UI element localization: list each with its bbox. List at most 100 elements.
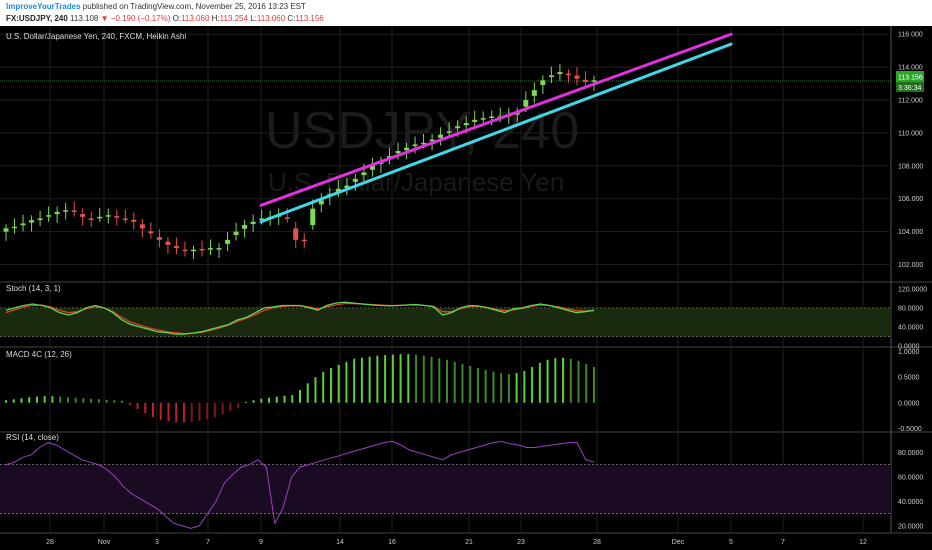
- macd-tick-label: -0.5000: [898, 426, 922, 433]
- price-tick-label: 114.000: [898, 65, 923, 72]
- high-label: H:: [211, 14, 220, 23]
- price-badge: 113.156: [898, 75, 923, 82]
- candle-body: [122, 218, 128, 220]
- time-badge-bg: [896, 82, 924, 92]
- candle-body: [97, 216, 103, 219]
- rsi-label: RSI (14, close): [6, 433, 59, 442]
- price-tick-label: 102.000: [898, 262, 923, 269]
- time-tick-label: 14: [336, 539, 344, 546]
- ohlc-line: FX:USDJPY, 240 113.108 ▼ −0.190 (−0.17%)…: [6, 13, 324, 25]
- candle-body: [216, 248, 222, 250]
- candle-body: [284, 217, 290, 219]
- price-tick-label: 116.000: [898, 32, 923, 39]
- time-tick-label: 7: [206, 539, 210, 546]
- trendline-lower: [259, 42, 733, 224]
- candle-body: [37, 218, 43, 220]
- author-link[interactable]: ImproveYourTrades: [6, 2, 81, 11]
- candle-body: [301, 239, 307, 242]
- candle-body: [139, 224, 145, 229]
- macd-tick-label: 0.0000: [898, 400, 920, 407]
- candle-body: [489, 116, 495, 118]
- candle-body: [208, 248, 214, 250]
- candle-body: [233, 231, 239, 235]
- watermark-symbol: USDJPY, 240: [265, 102, 579, 160]
- low-value: 113.060: [256, 14, 286, 23]
- open-label: O:: [172, 14, 182, 23]
- candle-body: [557, 72, 563, 75]
- chart-background: [0, 26, 932, 550]
- time-axis: 28 Nov 3 7 9 14 16 21 23 28 Dec 5 7 12: [46, 539, 867, 546]
- down-arrow-icon: ▼: [100, 14, 109, 23]
- candle-body: [412, 144, 418, 147]
- candle-body: [225, 239, 231, 244]
- stoch-k-line: [5, 301, 595, 335]
- price-tick-label: 106.000: [898, 196, 923, 203]
- candle-body: [514, 113, 520, 115]
- candle-body: [438, 134, 444, 138]
- candle-body: [131, 219, 137, 222]
- last-price: 113.108: [70, 14, 99, 23]
- canvas-bg: [0, 26, 932, 550]
- close-value: 113.156: [295, 14, 324, 23]
- stoch-tick-label: 0.0000: [898, 344, 920, 351]
- candle-body: [250, 221, 256, 225]
- candle-body: [335, 188, 341, 192]
- price-axes: 116.000 114.000 112.000 110.000 108.000 106.0…: [898, 32, 927, 531]
- candle-body: [80, 214, 86, 217]
- candle-body: [582, 79, 588, 82]
- publish-line: ImproveYourTrades published on TradingVi…: [6, 1, 306, 13]
- time-tick-label: 23: [517, 539, 525, 546]
- candle-body: [88, 218, 94, 220]
- candle-body: [54, 211, 60, 215]
- rsi-tick-label: 80.0000: [898, 450, 923, 457]
- price-tick-label: 108.000: [898, 163, 923, 170]
- macd-label: MACD 4C (12, 26): [6, 350, 72, 359]
- symbol-label: FX:USDJPY, 240: [6, 14, 68, 23]
- candle-body: [148, 231, 154, 234]
- time-tick-label: 28: [593, 539, 601, 546]
- candle-body: [574, 75, 580, 79]
- candle-body: [114, 216, 120, 218]
- candle-body: [199, 248, 205, 251]
- candle-body: [156, 237, 162, 240]
- chart-area[interactable]: USDJPY, 240 U.S. Dollar/Japanese Yen 116…: [0, 26, 932, 550]
- stoch-pane: [0, 301, 891, 337]
- candle-body: [369, 165, 375, 170]
- stoch-band: [0, 307, 891, 337]
- time-tick-label: 12: [859, 539, 867, 546]
- candle-body: [540, 80, 546, 85]
- close-label: C:: [287, 14, 296, 23]
- rsi-pane: [0, 440, 891, 529]
- candle-body: [352, 179, 358, 182]
- high-value: 113.254: [219, 14, 248, 23]
- price-badges: 113.156 3:36:34: [896, 71, 924, 92]
- macd-pane: [5, 354, 595, 423]
- candle-body: [548, 75, 554, 78]
- candle-body: [472, 119, 478, 122]
- time-badge: 3:36:34: [898, 85, 921, 92]
- candle-body: [173, 246, 179, 249]
- candle-body: [421, 142, 427, 145]
- candle-body: [404, 147, 410, 151]
- candle-body: [293, 228, 299, 240]
- time-tick-label: 28: [46, 539, 54, 546]
- price-tick-label: 110.000: [898, 130, 923, 137]
- candle-body: [565, 73, 571, 76]
- time-tick-label: 3: [155, 539, 159, 546]
- candle-body: [12, 226, 18, 229]
- macd-tick-label: 1.0000: [898, 349, 920, 356]
- candle-body: [480, 118, 486, 120]
- main-title: U.S. Dollar/Japanese Yen, 240, FXCM, Hei…: [6, 32, 186, 41]
- rsi-band: [0, 464, 891, 514]
- candle-body: [455, 126, 461, 129]
- stoch-tick-label: 120.0000: [898, 286, 927, 293]
- candle-body: [259, 218, 265, 220]
- candle-body: [429, 139, 435, 142]
- grid-lines: [0, 26, 932, 534]
- candle-body: [3, 228, 9, 232]
- candle-body: [318, 200, 324, 205]
- trendline-upper: [259, 32, 733, 207]
- rsi-line: [5, 440, 595, 529]
- time-tick-label: 7: [781, 539, 785, 546]
- trendlines[interactable]: [259, 32, 733, 224]
